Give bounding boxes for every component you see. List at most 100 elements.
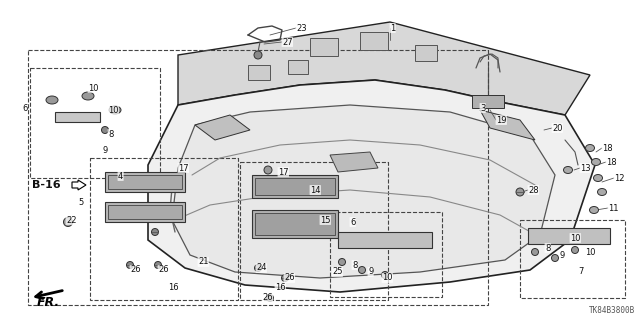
Ellipse shape — [563, 166, 573, 173]
Ellipse shape — [255, 265, 262, 271]
Text: 18: 18 — [606, 157, 616, 166]
Text: 10: 10 — [585, 247, 595, 257]
Polygon shape — [288, 60, 308, 74]
Text: 8: 8 — [545, 244, 550, 252]
Polygon shape — [105, 202, 185, 222]
Text: 26: 26 — [284, 274, 294, 283]
FancyArrow shape — [72, 180, 86, 190]
Polygon shape — [148, 80, 595, 292]
Text: 24: 24 — [256, 263, 266, 273]
Text: 26: 26 — [158, 266, 168, 275]
Ellipse shape — [46, 96, 58, 104]
Polygon shape — [108, 175, 182, 189]
Text: 26: 26 — [262, 293, 273, 302]
Bar — [240, 162, 388, 300]
Text: 12: 12 — [614, 173, 625, 182]
Text: 6: 6 — [350, 218, 355, 227]
Ellipse shape — [282, 275, 289, 282]
Ellipse shape — [531, 249, 538, 255]
Ellipse shape — [339, 259, 346, 266]
Polygon shape — [528, 228, 610, 244]
Text: 13: 13 — [580, 164, 591, 172]
Text: 8: 8 — [352, 260, 357, 269]
Text: 7: 7 — [578, 268, 584, 276]
Text: 15: 15 — [320, 215, 330, 225]
Bar — [330, 212, 442, 297]
Text: 14: 14 — [310, 186, 321, 195]
Polygon shape — [310, 38, 338, 56]
Text: 27: 27 — [282, 37, 292, 46]
Text: 6: 6 — [22, 103, 28, 113]
Bar — [520, 220, 625, 298]
Text: 16: 16 — [275, 284, 285, 292]
Polygon shape — [195, 115, 250, 140]
Text: 3: 3 — [480, 103, 485, 113]
Polygon shape — [252, 175, 338, 198]
Ellipse shape — [154, 261, 161, 268]
Polygon shape — [415, 45, 437, 61]
Polygon shape — [255, 178, 335, 195]
Ellipse shape — [254, 51, 262, 59]
Ellipse shape — [589, 206, 598, 213]
Ellipse shape — [552, 254, 559, 261]
Polygon shape — [108, 205, 182, 219]
Ellipse shape — [152, 228, 159, 236]
Polygon shape — [255, 213, 335, 235]
Polygon shape — [480, 110, 535, 140]
Polygon shape — [252, 210, 338, 238]
Text: 11: 11 — [608, 204, 618, 212]
Ellipse shape — [358, 267, 365, 274]
Text: 8: 8 — [108, 130, 113, 139]
Text: 5: 5 — [78, 197, 83, 206]
Text: 18: 18 — [602, 143, 612, 153]
Text: 25: 25 — [332, 268, 342, 276]
Polygon shape — [338, 232, 432, 248]
Polygon shape — [472, 95, 504, 108]
Ellipse shape — [266, 294, 273, 301]
Text: 10: 10 — [382, 274, 392, 283]
Ellipse shape — [591, 158, 600, 165]
Text: 16: 16 — [168, 284, 179, 292]
Polygon shape — [172, 105, 555, 278]
Text: TK84B3800B: TK84B3800B — [589, 306, 635, 315]
Text: 4: 4 — [118, 172, 124, 180]
Bar — [28, 50, 488, 305]
Text: 9: 9 — [102, 146, 108, 155]
Text: 21: 21 — [198, 258, 209, 267]
Bar — [90, 158, 238, 300]
Ellipse shape — [102, 126, 109, 133]
Ellipse shape — [127, 261, 134, 268]
Text: FR.: FR. — [36, 296, 60, 309]
Polygon shape — [178, 22, 590, 115]
Text: 10: 10 — [570, 234, 580, 243]
Ellipse shape — [381, 271, 388, 278]
Polygon shape — [248, 65, 270, 80]
Ellipse shape — [598, 188, 607, 196]
Text: B-16: B-16 — [32, 180, 61, 190]
Polygon shape — [330, 152, 378, 172]
Bar — [30, 68, 160, 178]
Text: 17: 17 — [178, 164, 189, 172]
Text: 20: 20 — [552, 124, 563, 132]
Ellipse shape — [63, 218, 72, 227]
Polygon shape — [105, 172, 185, 192]
Text: 10: 10 — [108, 106, 118, 115]
Text: 9: 9 — [560, 252, 565, 260]
Polygon shape — [55, 112, 100, 122]
Text: 23: 23 — [296, 23, 307, 33]
Ellipse shape — [516, 188, 524, 196]
Ellipse shape — [572, 246, 579, 253]
Polygon shape — [360, 32, 388, 50]
Ellipse shape — [593, 174, 602, 181]
Text: 19: 19 — [496, 116, 506, 124]
Text: 9: 9 — [368, 268, 373, 276]
Ellipse shape — [82, 92, 94, 100]
Ellipse shape — [264, 166, 272, 174]
Text: 22: 22 — [66, 215, 77, 225]
Ellipse shape — [109, 106, 121, 114]
Text: 17: 17 — [278, 167, 289, 177]
Text: 28: 28 — [528, 186, 539, 195]
Ellipse shape — [586, 145, 595, 151]
Text: 10: 10 — [88, 84, 99, 92]
Text: 1: 1 — [390, 23, 396, 33]
